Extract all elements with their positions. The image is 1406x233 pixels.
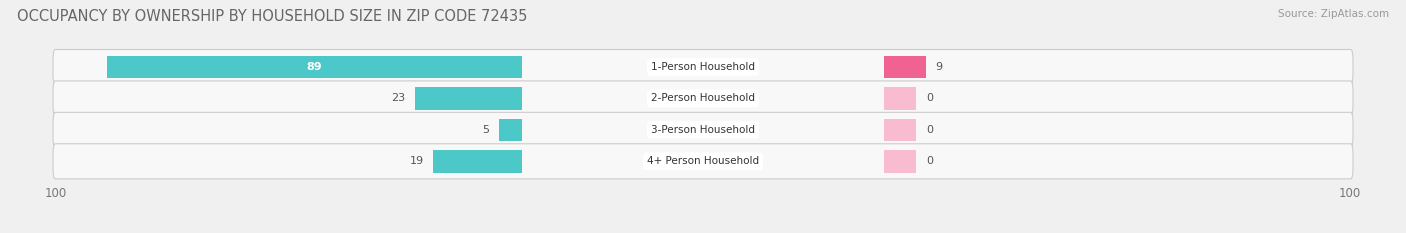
Text: 0: 0 bbox=[927, 93, 934, 103]
Bar bbox=[107, 56, 522, 78]
Text: 2-Person Household: 2-Person Household bbox=[651, 93, 755, 103]
Bar bbox=[884, 87, 917, 110]
Text: 89: 89 bbox=[307, 62, 322, 72]
Bar bbox=[884, 56, 927, 78]
Bar bbox=[499, 119, 522, 141]
Text: Source: ZipAtlas.com: Source: ZipAtlas.com bbox=[1278, 9, 1389, 19]
Bar bbox=[884, 56, 927, 78]
Text: 1-Person Household: 1-Person Household bbox=[651, 62, 755, 72]
Text: 9: 9 bbox=[936, 62, 943, 72]
Text: 23: 23 bbox=[391, 93, 405, 103]
Text: 19: 19 bbox=[409, 156, 423, 166]
Text: 0: 0 bbox=[927, 156, 934, 166]
Text: OCCUPANCY BY OWNERSHIP BY HOUSEHOLD SIZE IN ZIP CODE 72435: OCCUPANCY BY OWNERSHIP BY HOUSEHOLD SIZE… bbox=[17, 9, 527, 24]
Bar bbox=[884, 119, 917, 141]
Text: 5: 5 bbox=[482, 125, 489, 135]
Bar bbox=[884, 150, 917, 173]
Text: 0: 0 bbox=[927, 125, 934, 135]
Bar bbox=[415, 87, 522, 110]
Bar bbox=[433, 150, 522, 173]
FancyBboxPatch shape bbox=[53, 81, 1353, 116]
FancyBboxPatch shape bbox=[53, 49, 1353, 85]
Text: 4+ Person Household: 4+ Person Household bbox=[647, 156, 759, 166]
FancyBboxPatch shape bbox=[53, 144, 1353, 179]
Text: 3-Person Household: 3-Person Household bbox=[651, 125, 755, 135]
FancyBboxPatch shape bbox=[53, 112, 1353, 147]
